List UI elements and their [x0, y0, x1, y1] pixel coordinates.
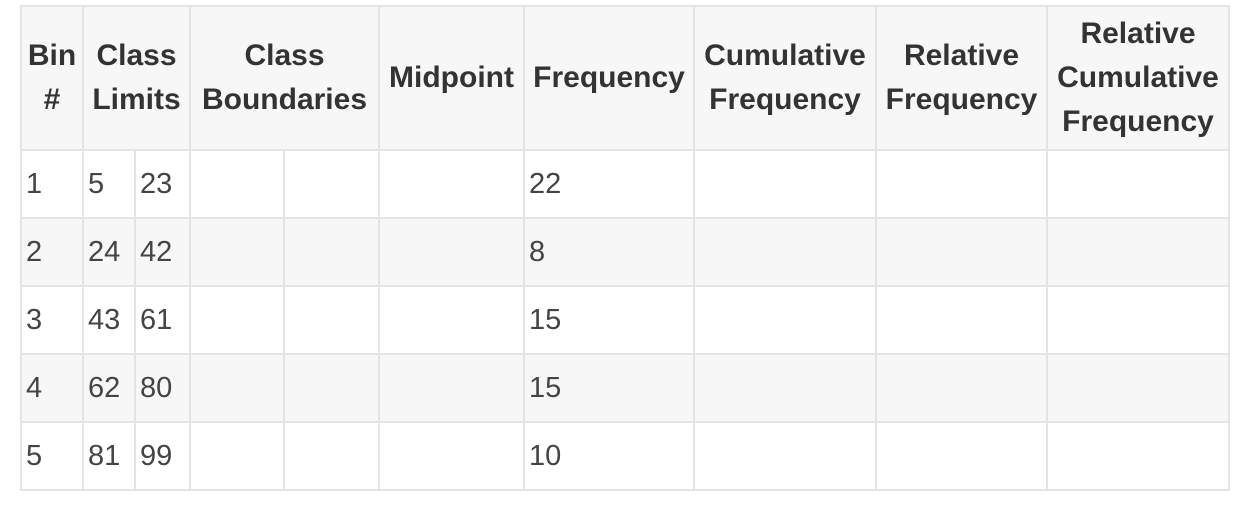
relative-cumulative-frequency-cell [1046, 421, 1230, 491]
lower-boundary-cell [189, 285, 285, 355]
table-row: 5 81 99 10 [20, 421, 1230, 491]
lower-limit-cell: 43 [82, 285, 136, 355]
relative-cumulative-frequency-cell [1046, 217, 1230, 287]
relative-frequency-cell [875, 149, 1048, 219]
midpoint-cell [378, 149, 525, 219]
upper-boundary-cell [283, 149, 380, 219]
frequency-cell: 10 [523, 421, 695, 491]
frequency-table: Bin # Class Limits Class Boundaries Midp… [20, 5, 1230, 491]
header-cumulative-frequency: Cumulative Frequency [693, 5, 877, 151]
midpoint-cell [378, 217, 525, 287]
table-row: 4 62 80 15 [20, 353, 1230, 423]
bin-cell: 3 [20, 285, 84, 355]
header-relative-frequency: Relative Frequency [875, 5, 1048, 151]
bin-cell: 5 [20, 421, 84, 491]
relative-cumulative-frequency-cell [1046, 353, 1230, 423]
frequency-cell: 8 [523, 217, 695, 287]
lower-boundary-cell [189, 421, 285, 491]
lower-boundary-cell [189, 217, 285, 287]
lower-limit-cell: 24 [82, 217, 136, 287]
relative-frequency-cell [875, 353, 1048, 423]
bin-cell: 2 [20, 217, 84, 287]
upper-limit-cell: 23 [134, 149, 191, 219]
upper-boundary-cell [283, 285, 380, 355]
bin-cell: 4 [20, 353, 84, 423]
relative-frequency-cell [875, 421, 1048, 491]
relative-frequency-cell [875, 217, 1048, 287]
upper-limit-cell: 80 [134, 353, 191, 423]
midpoint-cell [378, 421, 525, 491]
header-row: Bin # Class Limits Class Boundaries Midp… [20, 5, 1230, 151]
table-row: 1 5 23 22 [20, 149, 1230, 219]
cumulative-frequency-cell [693, 149, 877, 219]
lower-limit-cell: 81 [82, 421, 136, 491]
table-row: 2 24 42 8 [20, 217, 1230, 287]
frequency-table-container: Bin # Class Limits Class Boundaries Midp… [20, 5, 1230, 491]
header-class-limits: Class Limits [82, 5, 191, 151]
header-bin: Bin # [20, 5, 84, 151]
lower-boundary-cell [189, 353, 285, 423]
header-frequency: Frequency [523, 5, 695, 151]
bin-cell: 1 [20, 149, 84, 219]
frequency-cell: 15 [523, 285, 695, 355]
relative-cumulative-frequency-cell [1046, 149, 1230, 219]
lower-boundary-cell [189, 149, 285, 219]
upper-boundary-cell [283, 217, 380, 287]
lower-limit-cell: 5 [82, 149, 136, 219]
upper-limit-cell: 99 [134, 421, 191, 491]
cumulative-frequency-cell [693, 421, 877, 491]
cumulative-frequency-cell [693, 217, 877, 287]
table-row: 3 43 61 15 [20, 285, 1230, 355]
frequency-cell: 15 [523, 353, 695, 423]
cumulative-frequency-cell [693, 285, 877, 355]
upper-boundary-cell [283, 421, 380, 491]
frequency-cell: 22 [523, 149, 695, 219]
header-midpoint: Midpoint [378, 5, 525, 151]
midpoint-cell [378, 285, 525, 355]
header-relative-cumulative-frequency: Relative Cumulative Frequency [1046, 5, 1230, 151]
upper-boundary-cell [283, 353, 380, 423]
cumulative-frequency-cell [693, 353, 877, 423]
header-class-boundaries: Class Boundaries [189, 5, 380, 151]
midpoint-cell [378, 353, 525, 423]
relative-frequency-cell [875, 285, 1048, 355]
upper-limit-cell: 42 [134, 217, 191, 287]
upper-limit-cell: 61 [134, 285, 191, 355]
lower-limit-cell: 62 [82, 353, 136, 423]
relative-cumulative-frequency-cell [1046, 285, 1230, 355]
